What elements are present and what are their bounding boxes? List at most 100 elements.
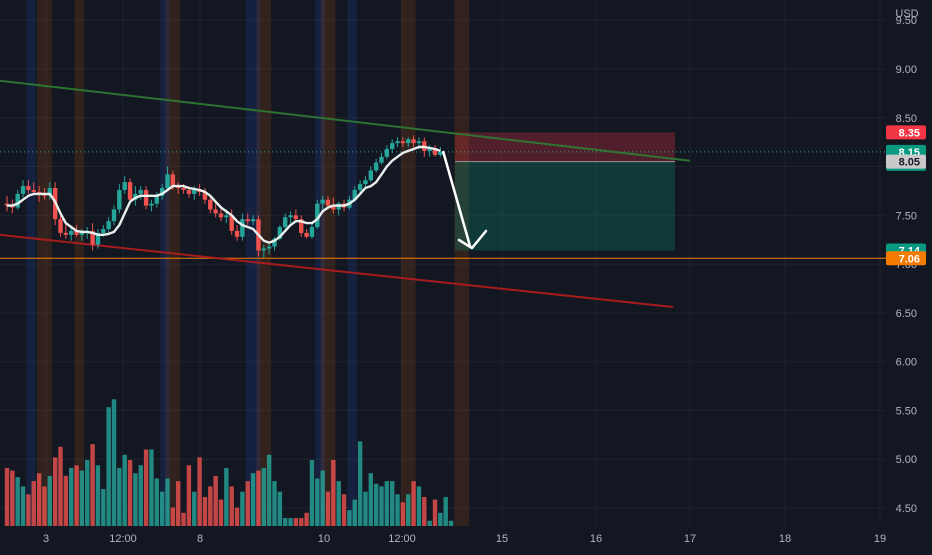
volume-bar bbox=[336, 481, 341, 526]
candle-body bbox=[283, 217, 288, 228]
volume-bar bbox=[69, 467, 74, 526]
short-position-tool[interactable] bbox=[455, 132, 675, 251]
volume-bar bbox=[4, 467, 10, 526]
candle-body bbox=[95, 232, 101, 245]
candle-body bbox=[416, 141, 422, 144]
candle-body bbox=[229, 215, 234, 231]
volume-bar bbox=[159, 491, 165, 526]
volume-bar bbox=[176, 481, 181, 526]
volume-bar bbox=[63, 475, 69, 526]
candle-body bbox=[90, 230, 95, 245]
volume-bar bbox=[331, 460, 336, 526]
volume-bar bbox=[416, 486, 422, 526]
volume-bar bbox=[283, 518, 288, 526]
volume-bar bbox=[143, 449, 149, 526]
volume-bar bbox=[299, 518, 304, 526]
candle-body bbox=[261, 248, 266, 251]
time-tick-label: 15 bbox=[496, 533, 508, 545]
candle-body bbox=[357, 184, 363, 190]
volume-bar bbox=[406, 494, 411, 526]
volume-bar bbox=[400, 502, 406, 526]
candle-body bbox=[192, 189, 197, 194]
candle-body bbox=[202, 191, 208, 200]
candle-body bbox=[277, 227, 283, 239]
volume-bar bbox=[106, 407, 111, 526]
volume-bar bbox=[368, 473, 373, 526]
candle-body bbox=[272, 238, 277, 247]
candle-body bbox=[390, 143, 395, 149]
time-tick-label: 3 bbox=[43, 533, 49, 545]
time-tick-label: 12:00 bbox=[388, 533, 416, 545]
currency-label[interactable]: USD bbox=[895, 8, 918, 20]
candle-body bbox=[79, 232, 85, 235]
candle-body bbox=[373, 162, 379, 171]
volume-bar bbox=[15, 477, 20, 526]
candle-body bbox=[218, 213, 224, 218]
candle-body bbox=[224, 215, 229, 218]
volume-bar bbox=[138, 465, 143, 526]
volume-bar bbox=[58, 446, 63, 526]
candle-body bbox=[400, 141, 406, 144]
session-highlight-band bbox=[74, 0, 84, 526]
volume-bar bbox=[42, 486, 47, 526]
volume-bar bbox=[154, 478, 159, 526]
projection-arrow[interactable] bbox=[441, 150, 488, 250]
time-tick-label: 12:00 bbox=[109, 533, 137, 545]
candle-body bbox=[165, 174, 170, 189]
volume-bar bbox=[170, 507, 176, 526]
price-tick-label: 5.50 bbox=[896, 405, 917, 417]
candle-body bbox=[143, 189, 149, 206]
candle-body bbox=[432, 148, 438, 155]
grid-lines bbox=[0, 0, 886, 526]
volume-bar bbox=[363, 491, 368, 526]
volume-bar bbox=[192, 491, 197, 526]
candle-body bbox=[111, 209, 117, 222]
price-tick-label: 5.00 bbox=[896, 454, 917, 466]
candle-body bbox=[213, 209, 218, 214]
candle-body bbox=[320, 199, 325, 204]
candle-body bbox=[299, 219, 304, 233]
candle-body bbox=[315, 203, 320, 228]
volume-bar bbox=[432, 499, 438, 526]
candle-body bbox=[368, 170, 373, 181]
price-tick-label: 4.50 bbox=[896, 503, 917, 515]
candle-body bbox=[106, 221, 111, 229]
volume-bar bbox=[47, 475, 52, 526]
trendlines[interactable] bbox=[0, 79, 886, 309]
volume-bar bbox=[111, 399, 117, 526]
price-label-box bbox=[886, 251, 926, 266]
candle-body bbox=[127, 182, 133, 200]
take-profit-zone bbox=[455, 161, 675, 251]
volume-bar bbox=[427, 520, 432, 526]
volume-bar bbox=[186, 465, 192, 526]
volume-bar bbox=[277, 491, 283, 526]
volume-bar bbox=[250, 473, 256, 526]
volume-bar bbox=[213, 475, 218, 526]
volume-bar bbox=[347, 510, 352, 526]
volume-bar bbox=[266, 454, 272, 526]
volume-bar bbox=[390, 481, 395, 526]
candle-body bbox=[304, 232, 309, 237]
volume-bar bbox=[52, 457, 58, 526]
volume-bar bbox=[74, 465, 79, 526]
price-tick-label: 8.50 bbox=[896, 113, 917, 125]
candle-body bbox=[117, 189, 122, 210]
candle-body bbox=[288, 215, 293, 218]
volume-bar bbox=[309, 460, 315, 526]
candle-body bbox=[309, 227, 315, 237]
time-tick-label: 10 bbox=[318, 533, 330, 545]
volume-bar bbox=[341, 494, 347, 526]
time-axis[interactable]: 3 12:00 8 10 12:00 15 16 17 18 19 bbox=[0, 526, 932, 550]
volume-bar bbox=[256, 470, 261, 526]
time-axis-background bbox=[0, 526, 932, 550]
volume-bar bbox=[10, 470, 15, 526]
time-tick-label: 18 bbox=[779, 533, 791, 545]
candle-body bbox=[427, 148, 432, 151]
volume-bar bbox=[395, 494, 400, 526]
volume-bar bbox=[133, 473, 138, 526]
candle-body bbox=[331, 205, 336, 210]
volume-bar bbox=[261, 467, 266, 526]
price-tick-label: 6.00 bbox=[896, 357, 917, 369]
